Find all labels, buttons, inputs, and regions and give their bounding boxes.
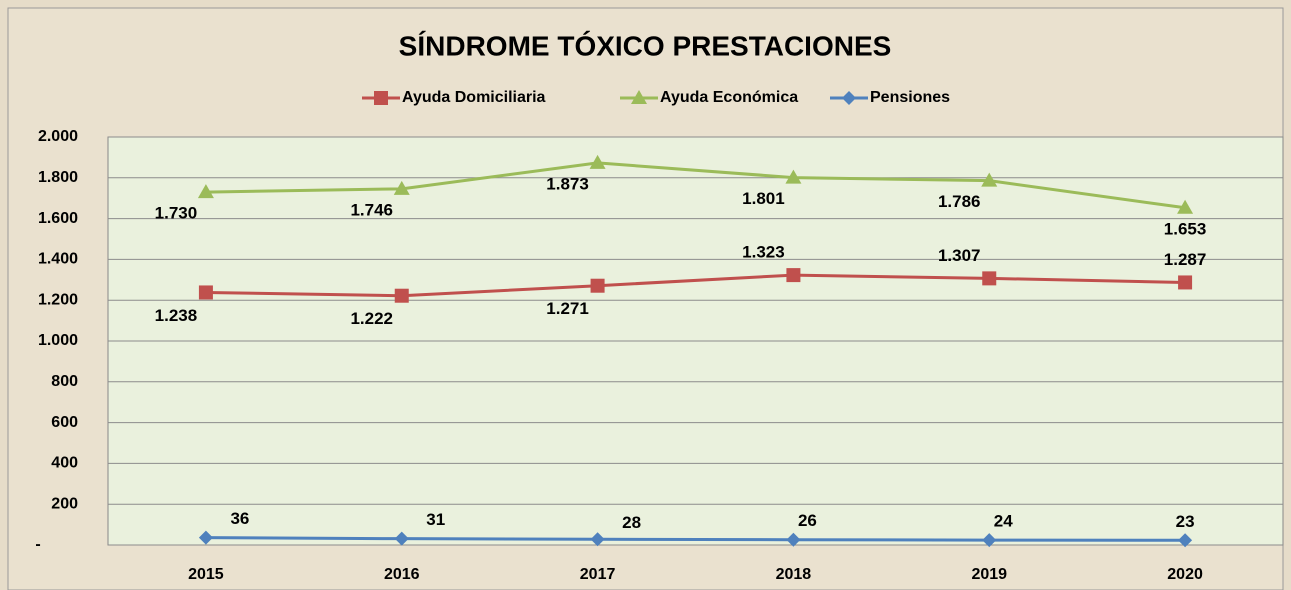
data-point — [394, 288, 409, 303]
data-label: 28 — [622, 513, 641, 532]
data-point — [786, 268, 801, 283]
y-tick-label: 600 — [51, 414, 78, 431]
data-point — [1178, 533, 1193, 548]
data-point — [981, 172, 998, 187]
data-point — [197, 184, 214, 199]
data-label: 36 — [230, 509, 249, 528]
series-line — [205, 536, 1186, 542]
data-label: 1.323 — [742, 243, 785, 262]
data-point — [982, 271, 997, 286]
y-tick-label: 400 — [51, 455, 78, 472]
x-tick-label: 2020 — [1167, 566, 1203, 583]
data-point — [590, 532, 605, 547]
legend-label: Ayuda Económica — [660, 89, 798, 106]
data-label: 1.271 — [546, 299, 589, 318]
chart-title: SÍNDROME TÓXICO PRESTACIONES — [399, 30, 892, 61]
data-point — [1178, 275, 1193, 290]
data-point — [590, 278, 605, 293]
data-point — [785, 169, 802, 184]
series-line — [205, 273, 1186, 298]
data-point — [1177, 199, 1194, 214]
data-label: 1.730 — [155, 204, 198, 223]
data-label: 1.801 — [742, 189, 785, 208]
y-tick-label: 1.400 — [38, 251, 78, 268]
data-point — [394, 531, 409, 546]
data-point — [786, 532, 801, 547]
y-tick-label: 1.200 — [38, 291, 78, 308]
legend-marker — [374, 91, 388, 105]
data-point — [198, 285, 213, 300]
x-tick-label: 2019 — [971, 566, 1007, 583]
y-tick-label: 1.600 — [38, 210, 78, 227]
data-point — [982, 533, 997, 548]
y-tick-label: 200 — [51, 495, 78, 512]
data-label: 1.873 — [546, 174, 589, 193]
x-tick-label: 2018 — [776, 566, 812, 583]
legend-marker — [631, 90, 647, 104]
series-line — [205, 161, 1186, 210]
data-label: 23 — [1176, 512, 1195, 531]
legend-label: Pensiones — [870, 89, 950, 106]
data-label: 24 — [994, 512, 1013, 531]
y-tick-label: 2.000 — [38, 128, 78, 145]
data-label: 1.653 — [1164, 219, 1207, 238]
legend-label: Ayuda Domiciliaria — [402, 89, 546, 106]
data-point — [393, 180, 410, 195]
data-label: 1.786 — [938, 192, 981, 211]
data-label: 1.222 — [350, 309, 393, 328]
legend-marker — [842, 91, 856, 105]
y-tick-label: - — [35, 536, 40, 553]
data-label: 31 — [426, 510, 445, 529]
data-label: 26 — [798, 511, 817, 530]
data-label: 1.746 — [350, 200, 393, 219]
y-tick-label: 800 — [51, 373, 78, 390]
x-tick-label: 2017 — [580, 566, 616, 583]
y-tick-label: 1.000 — [38, 332, 78, 349]
data-point — [198, 530, 213, 545]
data-label: 1.307 — [938, 246, 981, 265]
x-tick-label: 2015 — [188, 566, 224, 583]
data-point — [589, 154, 606, 169]
data-label: 1.238 — [155, 306, 198, 325]
y-tick-label: 1.800 — [38, 169, 78, 186]
data-label: 1.287 — [1164, 250, 1207, 269]
x-tick-label: 2016 — [384, 566, 420, 583]
